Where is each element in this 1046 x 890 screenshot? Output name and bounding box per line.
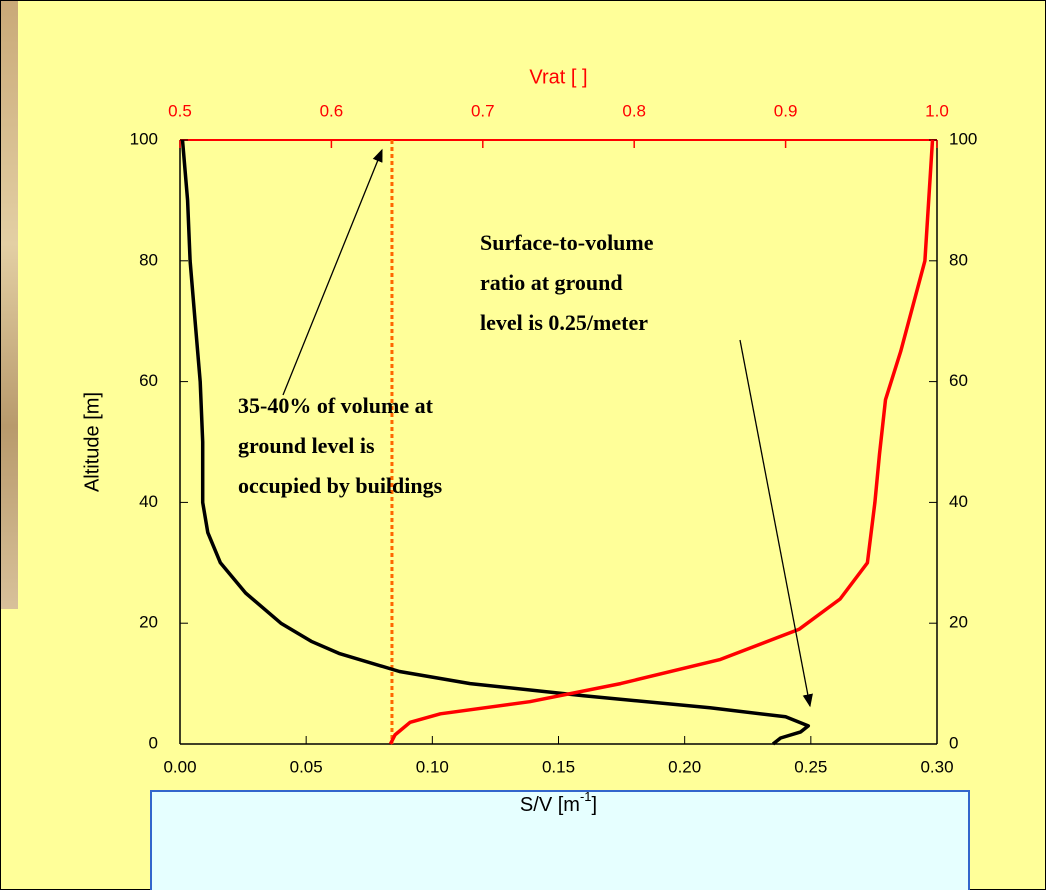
annotation: ground level is [238, 433, 375, 458]
y2-tick-label: 0 [949, 733, 958, 752]
x-tick-label: 0.05 [290, 757, 323, 776]
y-tick-label: 60 [139, 371, 158, 390]
x-axis-title-part: -1 [580, 789, 592, 804]
y-tick-label: 100 [130, 129, 158, 148]
x-tick-label: 0.20 [668, 757, 701, 776]
annotation: occupied by buildings [238, 473, 443, 498]
x2-axis-title: Vrat [ ] [529, 66, 587, 88]
arrow [282, 148, 383, 396]
y2-tick-label: 20 [949, 613, 968, 632]
plot: 0.00 0.05 0.10 0.15 0.20 0.25 0.30 0.5 0.6 0.7 0.8… [81, 66, 977, 816]
y-tick-label: 0 [149, 733, 158, 752]
x2-tick-label: 1.0 [925, 101, 949, 120]
y-tick-label: 20 [139, 613, 158, 632]
y-axis-title: Altitude [m] [81, 392, 103, 492]
x-axis-title: S/V [m-1] [520, 789, 597, 816]
x-axis-title-part: S/V [m [520, 794, 580, 816]
x2-tick-label: 0.8 [622, 101, 646, 120]
y2-tick-label: 60 [949, 371, 968, 390]
y2-tick-label: 100 [949, 129, 977, 148]
x-axis-title-part: ] [592, 794, 598, 816]
arrow [739, 339, 813, 708]
y2-tick-label: 80 [949, 250, 968, 269]
y2-tick-label: 40 [949, 492, 968, 511]
x2-tick-label: 0.7 [471, 101, 495, 120]
x-tick-label: 0.10 [416, 757, 449, 776]
series-line [180, 139, 811, 746]
x2-tick-label: 0.6 [320, 101, 344, 120]
x-tick-label: 0.15 [542, 757, 575, 776]
x2-tick-label: 0.9 [774, 101, 798, 120]
annotation: ratio at ground [480, 270, 623, 295]
x-tick-label: 0.25 [794, 757, 827, 776]
annotation: level is 0.25/meter [480, 310, 648, 335]
annotation: Surface-to-volume [480, 230, 654, 255]
note-box [150, 790, 970, 890]
x-tick-label: 0.00 [163, 757, 196, 776]
x2-tick-label: 0.5 [168, 101, 192, 120]
series-line [388, 139, 935, 745]
y-tick-label: 80 [139, 250, 158, 269]
annotation: 35-40% of volume at [238, 393, 434, 418]
y-tick-label: 40 [139, 492, 158, 511]
x-tick-label: 0.30 [920, 757, 953, 776]
photo-strip [1, 1, 18, 609]
